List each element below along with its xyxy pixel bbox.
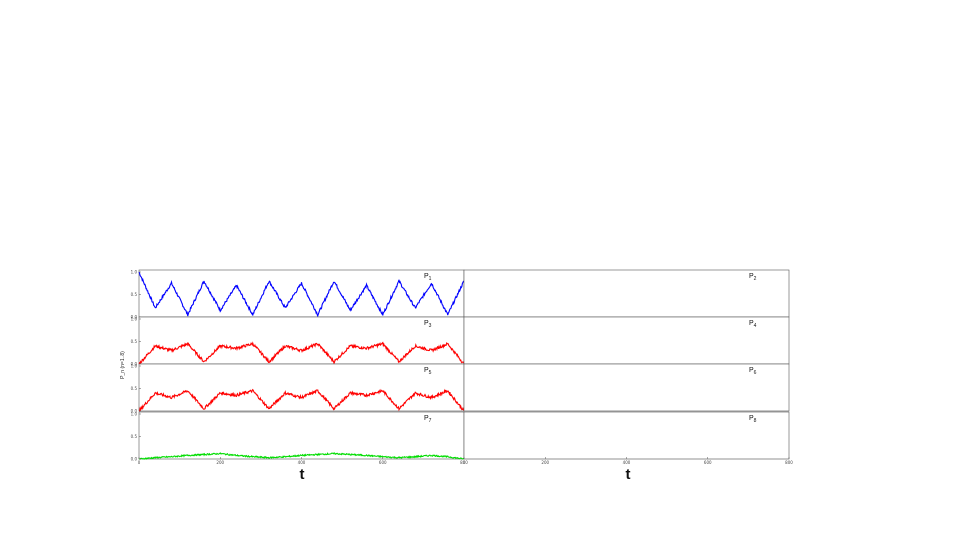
y-tick-label: 0.0 [131, 457, 138, 462]
panels-layer: P1 0.0 0.5 1.0 P2 P3 0.0 0.5 1.0 P4 P5 0.0 0.5 1.0 P6 P… [131, 270, 794, 466]
y-tick-label: 0.5 [131, 292, 138, 297]
panel-6: P6 [463, 363, 790, 412]
y-tick-label: 0.5 [131, 339, 138, 344]
panel-label-p1: P1 [424, 273, 432, 282]
series-line-p1 [138, 271, 465, 318]
panel-7: P7 0.0 0.5 1.0 0 200 400 600 800 [131, 412, 469, 466]
y-tick-label: 1.0 [131, 317, 138, 322]
panel-5: P5 0.0 0.5 1.0 [131, 363, 465, 414]
y-tick-label: 1.0 [131, 364, 138, 369]
panel-label-p4: P4 [749, 320, 757, 329]
panel-2: P2 [463, 269, 790, 318]
panel-1: P1 0.0 0.5 1.0 [131, 269, 465, 320]
y-axis-label: P_n (n=1..8) [120, 351, 126, 379]
x-tick-label: 600 [379, 460, 387, 465]
x-tick-label: 800 [785, 460, 793, 465]
panel-label-p3: P3 [424, 320, 432, 329]
panel-3: P3 0.0 0.5 1.0 [131, 316, 465, 367]
x-tick-label: 400 [623, 460, 631, 465]
panel-label-p6: P6 [749, 367, 757, 376]
panel-label-p8: P8 [749, 415, 757, 424]
x-axis-title-right: t [626, 466, 631, 483]
panel-label-p5: P5 [424, 367, 432, 376]
x-axis-title-left: t [300, 466, 305, 483]
panel-4: P4 [463, 316, 790, 365]
y-tick-label: 1.0 [131, 270, 138, 275]
series-line-p7 [138, 452, 465, 460]
y-tick-label: 0.0 [131, 362, 138, 367]
panel-frame [463, 316, 790, 365]
panel-8: P8 0 200 400 600 800 [463, 411, 793, 465]
panel-label-p7: P7 [424, 415, 432, 424]
panel-frame [138, 411, 465, 460]
panel-frame [463, 363, 790, 412]
panel-frame [138, 269, 465, 318]
y-tick-label: 0.0 [131, 409, 138, 414]
x-tick-label: 0 [463, 460, 466, 465]
series-line-p3 [138, 341, 465, 366]
panel-frame [138, 316, 465, 365]
x-tick-label: 400 [298, 460, 306, 465]
y-tick-label: 0.5 [131, 386, 138, 391]
y-tick-label: 1.0 [131, 412, 138, 417]
y-tick-label: 0.5 [131, 434, 138, 439]
series-line-p5 [139, 388, 465, 412]
panel-frame [463, 411, 790, 460]
panel-frame [138, 363, 465, 412]
panel-frame [463, 269, 790, 318]
x-tick-label: 0 [138, 460, 141, 465]
x-tick-label: 200 [216, 460, 224, 465]
x-tick-label: 800 [460, 460, 468, 465]
x-tick-label: 600 [704, 460, 712, 465]
panel-label-p2: P2 [749, 273, 757, 282]
y-tick-label: 0.0 [131, 315, 138, 320]
x-tick-label: 200 [541, 460, 549, 465]
